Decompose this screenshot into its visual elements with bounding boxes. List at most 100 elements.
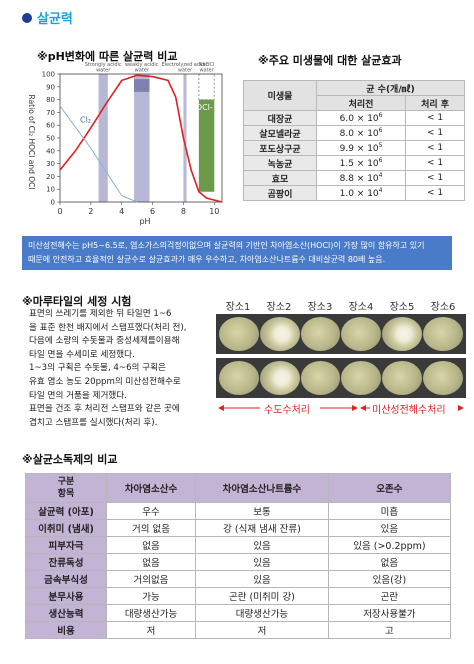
zone-label: NaOCl water <box>199 62 215 74</box>
location-label: 장소2 <box>266 302 292 313</box>
row-header: 잔류독성 <box>25 553 107 571</box>
x-tick-label: 8 <box>181 207 186 216</box>
tile-photo <box>219 361 259 395</box>
table-row: 잔류독성 없음 있음 없음 <box>25 553 452 571</box>
count-exponent: 6 <box>378 157 383 164</box>
organism-name: 효모 <box>243 170 317 186</box>
weak-acid-peak-zone <box>134 79 150 92</box>
description-line: 타일 면을 수세미로 세정했다. <box>29 349 135 360</box>
tile-photo <box>259 317 300 351</box>
y-tick-label: 40 <box>46 147 55 155</box>
microbe-table: 미생물 균 수(개/㎖) 처리전 처리 후 대장균 6.0 × 106 < 1 살모넬… <box>243 80 465 201</box>
column-header: 차아염소산나트륨수 <box>195 473 329 503</box>
weak-acid-zone <box>134 74 150 202</box>
count-after: < 1 <box>405 170 465 186</box>
tile-photo <box>300 317 341 351</box>
y-tick-label: 20 <box>46 173 55 181</box>
zone-label: weakly acidic water <box>125 62 159 74</box>
naocl-zone <box>198 99 215 192</box>
series-label: HOCl <box>114 141 134 150</box>
count-exponent: 4 <box>378 187 383 194</box>
electro-zone <box>183 74 187 202</box>
table-cell: 보통 <box>195 502 329 520</box>
corner-cell: 구분 항목 <box>25 473 107 503</box>
description-line: 표면을 건조 후 처리전 스탬프와 같은 곳에 <box>29 404 180 415</box>
table-row: 녹농균 1.5 × 106 < 1 <box>243 155 465 171</box>
count-before: 1.5 × 106 <box>315 155 407 171</box>
location-label: 장소6 <box>430 302 456 313</box>
table-cell: 거의없음 <box>105 570 197 588</box>
table-row: 이취미 (냄새) 거의 없음 강 (식재 냄새 잔류) 있음 <box>25 519 452 537</box>
disinfectant-compare-table: 구분 항목 차아염소산수 차아염소산나트륨수 오존수 살균력 (아포) 우수 보통 미… <box>25 473 452 639</box>
table-cell: 대량생산가능 <box>105 604 197 622</box>
column-header: 차아염소산수 <box>105 473 197 503</box>
microbe-table-title: ※주요 미생물에 대한 살균효과 <box>258 54 402 67</box>
count-mantissa: 8.0 × 10 <box>339 129 379 139</box>
description-line: 타일 면의 거품을 제거했다. <box>29 390 127 401</box>
count-exponent: 6 <box>378 112 383 119</box>
series-label: Cl₂ <box>80 116 91 125</box>
count-after: < 1 <box>405 155 465 171</box>
count-before: 8.0 × 106 <box>315 125 407 141</box>
count-before: 1.0 × 104 <box>315 185 407 201</box>
tile-photo <box>341 361 382 395</box>
count-before: 6.0 × 106 <box>315 110 407 126</box>
tile-photo <box>382 361 423 395</box>
tile-photo <box>423 317 463 351</box>
zone-label: Strongly acidic water <box>85 62 122 74</box>
y-tick-label: 0 <box>51 199 55 207</box>
table-cell: 있음 <box>327 519 452 537</box>
y-tick-label: 50 <box>46 135 55 143</box>
table-cell: 곤란 (미취미 강) <box>195 587 329 605</box>
organism-name: 살모넬라균 <box>243 125 317 141</box>
header-count: 균 수(개/㎖) <box>316 80 465 96</box>
x-tick-label: 0 <box>57 207 62 216</box>
tile-photo <box>300 361 341 395</box>
row-header: 분무사용 <box>25 587 107 605</box>
table-row: 곰팡이 1.0 × 104 < 1 <box>243 185 465 201</box>
tile-photo <box>341 317 382 351</box>
count-before: 8.8 × 104 <box>315 170 407 186</box>
header-before: 처리전 <box>315 95 407 111</box>
table-row: 분무사용 가능 곤란 (미취미 강) 곤란 <box>25 587 452 605</box>
x-tick-label: 6 <box>150 207 155 216</box>
zone-label: Electrolyzed acidic water <box>162 62 209 74</box>
row-header: 피부자극 <box>25 536 107 554</box>
y-tick-label: 90 <box>46 83 55 91</box>
description-line: 다음에 소량의 수돗물과 중성세제를이용해 <box>29 336 180 347</box>
info-box: 미산성전해수는 pH5~6.5로, 염소가스의걱정이없으며 살균력의 기반인 차… <box>22 236 452 270</box>
table-row: 생산능력 대량생산가능 대량생산가능 저장사용불가 <box>25 604 452 622</box>
table-cell: 저 <box>105 621 197 639</box>
tap-water-label: 수도수처리 <box>264 405 310 416</box>
treatment-arrows: 수도수처리 미산성전해수처리 <box>216 400 466 416</box>
table-row: 비용 저 저 고 <box>25 621 452 639</box>
table-row: 살모넬라균 8.0 × 106 < 1 <box>243 125 465 141</box>
organism-name: 대장균 <box>243 110 317 126</box>
count-mantissa: 6.0 × 10 <box>339 114 379 124</box>
section-title: 살균력 <box>22 8 73 27</box>
table-cell: 강 (식재 냄새 잔류) <box>195 519 329 537</box>
table-cell: 있음 <box>195 553 329 571</box>
table-cell: 있음 <box>195 536 329 554</box>
tile-photo <box>219 317 259 351</box>
y-tick-label: 30 <box>46 160 55 168</box>
table-row: 포도상구균 9.9 × 105 < 1 <box>243 140 465 156</box>
table-row: 대장균 6.0 × 106 < 1 <box>243 110 465 126</box>
row-header: 금속부식성 <box>25 570 107 588</box>
count-mantissa: 9.9 × 10 <box>339 144 379 154</box>
corner-label-category: 구분 <box>57 477 75 487</box>
table-cell: 없음 <box>105 536 197 554</box>
ph-chart-title: ※pH변화에 따른 살균력 비교 <box>37 50 178 63</box>
description-line: 을 표준 한천 배지에서 스탬프했다(처리 전), <box>29 322 187 333</box>
count-after: < 1 <box>405 110 465 126</box>
count-mantissa: 8.8 × 10 <box>339 174 379 184</box>
table-row: 효모 8.8 × 104 < 1 <box>243 170 465 186</box>
organism-name: 포도상구균 <box>243 140 317 156</box>
info-line-2: 때문에 안전하고 효율적인 살균수로 살균효과가 매우 우수하고, 차아염소산나… <box>28 255 386 264</box>
table-cell: 우수 <box>105 502 197 520</box>
header-after: 처리 후 <box>405 95 465 111</box>
row-header: 생산능력 <box>25 604 107 622</box>
table-cell: 없음 <box>327 553 452 571</box>
count-before: 9.9 × 105 <box>315 140 407 156</box>
section-title-text: 살균력 <box>37 12 73 27</box>
